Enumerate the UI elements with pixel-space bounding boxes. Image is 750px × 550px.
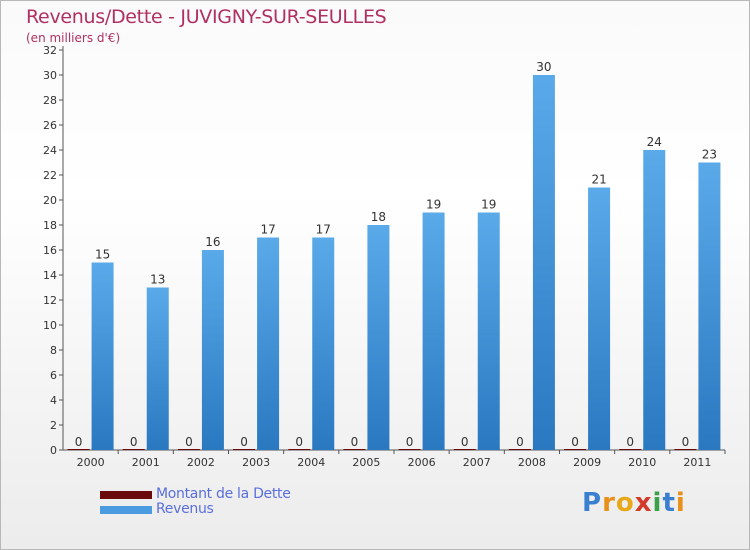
bars-group [67, 75, 721, 450]
bar-debt [122, 449, 145, 450]
proxiti-logo: Proxiti [582, 488, 686, 518]
x-tick-label: 2003 [242, 456, 270, 469]
bar-debt [453, 449, 476, 450]
logo-letter: o [615, 488, 635, 518]
bar-revenue [146, 287, 169, 450]
data-label-revenue: 30 [536, 60, 551, 74]
bar-revenue [588, 187, 611, 450]
y-tick-label: 16 [43, 244, 57, 257]
data-label-revenue: 15 [95, 248, 110, 262]
data-label-debt: 0 [682, 435, 690, 449]
legend-label-revenue: Revenus [156, 501, 214, 517]
bar-debt [343, 449, 366, 450]
data-label-debt: 0 [461, 435, 469, 449]
x-tick-label: 2007 [463, 456, 491, 469]
y-tick-label: 18 [43, 219, 57, 232]
legend-swatch-debt [100, 491, 152, 499]
data-label-revenue: 13 [150, 273, 165, 287]
bar-revenue [257, 237, 280, 450]
y-tick-label: 26 [43, 119, 57, 132]
x-tick-label: 2008 [518, 456, 546, 469]
bar-revenue [643, 150, 666, 450]
logo-letter: P [582, 488, 603, 518]
data-label-debt: 0 [130, 435, 138, 449]
y-tick-label: 22 [43, 169, 57, 182]
x-tick-label: 2010 [628, 456, 656, 469]
bar-debt [398, 449, 421, 450]
data-label-debt: 0 [240, 435, 248, 449]
chart-subtitle: (en milliers d'€) [26, 31, 121, 45]
y-tick-label: 2 [50, 419, 57, 432]
bar-revenue [698, 162, 721, 450]
bar-debt [67, 449, 90, 450]
y-tick-label: 10 [43, 319, 57, 332]
y-tick-label: 28 [43, 94, 57, 107]
bar-revenue [367, 225, 390, 450]
bar-debt [233, 449, 256, 450]
data-label-debt: 0 [295, 435, 303, 449]
x-tick-label: 2009 [573, 456, 601, 469]
x-tick-label: 2000 [77, 456, 105, 469]
bar-revenue [312, 237, 335, 450]
bar-debt [564, 449, 587, 450]
bar-revenue [532, 75, 555, 450]
legend-swatch-revenue [100, 506, 152, 514]
legend-label-debt: Montant de la Dette [156, 486, 291, 502]
data-label-revenue: 17 [316, 223, 331, 237]
y-tick-label: 32 [43, 44, 57, 57]
y-tick-label: 8 [50, 344, 57, 357]
y-tick-label: 24 [43, 144, 57, 157]
logo-letter: t [662, 488, 676, 518]
y-tick-label: 6 [50, 369, 57, 382]
bar-debt [674, 449, 697, 450]
value-labels-group: 0 15 0 13 0 16 0 17 0 17 0 18 0 19 0 19 0 30 0 21 0 24 0 23 [75, 60, 717, 449]
y-tick-label: 20 [43, 194, 57, 207]
logo-letter: r [602, 488, 616, 518]
bar-debt [619, 449, 642, 450]
x-tick-label: 2005 [352, 456, 380, 469]
logo-letter: i [675, 488, 686, 518]
bar-debt [177, 449, 200, 450]
data-label-revenue: 24 [647, 135, 662, 149]
bar-revenue [201, 250, 224, 450]
y-tick-label: 30 [43, 69, 57, 82]
y-tick-label: 14 [43, 269, 57, 282]
y-tick-label: 0 [50, 444, 57, 457]
bar-debt [288, 449, 311, 450]
data-label-debt: 0 [75, 435, 83, 449]
y-tick-label: 12 [43, 294, 57, 307]
x-tick-label: 2002 [187, 456, 215, 469]
data-label-revenue: 19 [481, 198, 496, 212]
y-tick-label: 4 [50, 394, 57, 407]
data-label-revenue: 21 [591, 173, 606, 187]
data-label-debt: 0 [351, 435, 359, 449]
data-label-debt: 0 [626, 435, 634, 449]
x-tick-label: 2006 [408, 456, 436, 469]
bar-revenue [422, 212, 445, 450]
data-label-debt: 0 [516, 435, 524, 449]
data-label-revenue: 18 [371, 210, 386, 224]
logo-letter: x [634, 488, 653, 518]
x-tick-label: 2004 [297, 456, 325, 469]
data-label-debt: 0 [571, 435, 579, 449]
x-tick-label: 2001 [132, 456, 160, 469]
data-label-revenue: 23 [702, 148, 717, 162]
data-label-debt: 0 [406, 435, 414, 449]
x-tick-label: 2011 [683, 456, 711, 469]
data-label-revenue: 19 [426, 198, 441, 212]
chart-title: Revenus/Dette - JUVIGNY-SUR-SEULLES [26, 6, 387, 28]
data-label-revenue: 17 [260, 223, 275, 237]
bar-debt [508, 449, 531, 450]
data-label-revenue: 16 [205, 235, 220, 249]
bar-revenue [477, 212, 500, 450]
data-label-debt: 0 [185, 435, 193, 449]
bar-revenue [91, 262, 114, 450]
logo-letter: i [652, 488, 663, 518]
